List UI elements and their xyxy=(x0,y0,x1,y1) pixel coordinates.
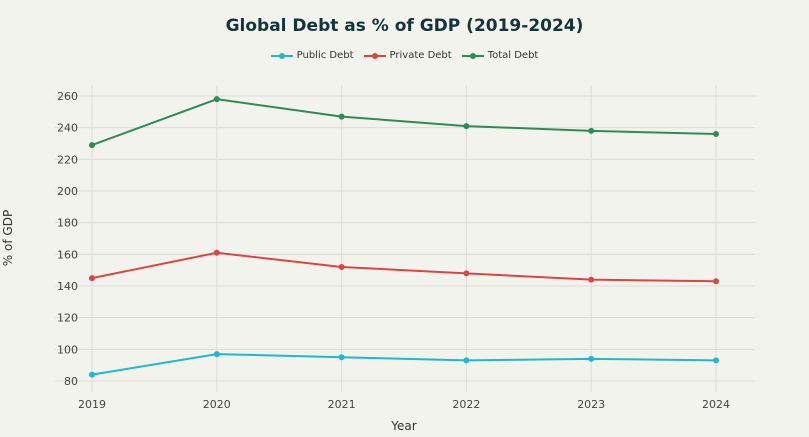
data-point xyxy=(338,113,345,120)
x-tick-label: 2020 xyxy=(203,398,231,411)
series-line-public-debt xyxy=(91,353,717,376)
data-point xyxy=(213,96,220,103)
legend-swatch-icon xyxy=(363,52,386,59)
data-point xyxy=(713,357,719,364)
legend-swatch-icon xyxy=(270,52,293,59)
series-line-private-debt xyxy=(91,251,717,283)
y-axis-label: % of GDP xyxy=(1,210,15,266)
data-point xyxy=(89,142,95,149)
data-point xyxy=(213,249,220,256)
legend-label: Private Debt xyxy=(389,50,452,61)
data-point xyxy=(338,264,345,270)
y-tick-label: 200 xyxy=(57,185,78,198)
data-point xyxy=(713,131,719,137)
legend: Public Debt Private Debt Total Debt xyxy=(0,50,809,61)
y-tick-label: 80 xyxy=(64,375,78,388)
y-tick-label: 140 xyxy=(57,280,78,293)
y-tick-label: 120 xyxy=(57,312,78,325)
legend-label: Total Debt xyxy=(487,50,539,61)
y-tick-label: 100 xyxy=(57,343,78,356)
x-tick-label: 2024 xyxy=(702,398,730,411)
data-point xyxy=(338,354,345,361)
chart-title: Global Debt as % of GDP (2019-2024) xyxy=(225,16,584,36)
series-line-total-debt xyxy=(91,98,717,147)
data-point xyxy=(588,127,595,134)
x-tick-label: 2019 xyxy=(78,398,106,411)
legend-label: Public Debt xyxy=(296,50,354,61)
data-point xyxy=(463,270,470,277)
data-point xyxy=(89,371,95,378)
y-tick-label: 240 xyxy=(57,122,78,135)
legend-item[interactable]: Private Debt xyxy=(363,50,452,61)
data-point xyxy=(213,351,220,358)
y-tick-label: 220 xyxy=(57,153,78,166)
data-point xyxy=(713,278,719,285)
legend-swatch-icon xyxy=(461,52,484,59)
data-point xyxy=(463,123,470,130)
legend-item[interactable]: Total Debt xyxy=(461,50,539,61)
x-axis-label: Year xyxy=(390,419,416,433)
data-point xyxy=(588,355,595,362)
data-point xyxy=(588,276,595,283)
legend-item[interactable]: Public Debt xyxy=(270,50,354,61)
x-tick-label: 2021 xyxy=(328,398,356,411)
y-tick-label: 160 xyxy=(57,248,78,261)
y-tick-label: 180 xyxy=(57,217,78,230)
data-point xyxy=(89,275,95,282)
x-tick-label: 2022 xyxy=(452,398,480,411)
y-tick-label: 260 xyxy=(57,90,78,103)
x-tick-label: 2023 xyxy=(577,398,605,411)
data-point xyxy=(463,357,470,364)
